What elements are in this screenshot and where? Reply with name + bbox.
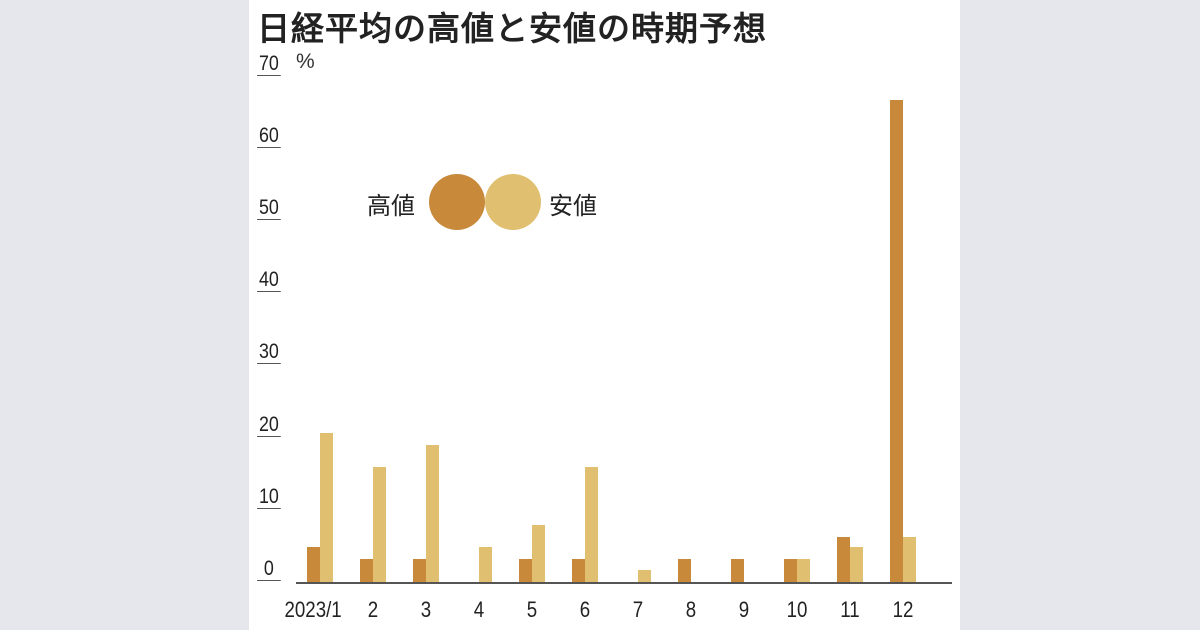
y-tick-label: 60 bbox=[257, 123, 281, 148]
bar-high bbox=[837, 536, 850, 582]
x-tick-label: 2 bbox=[367, 597, 379, 622]
bar-low bbox=[850, 547, 863, 582]
bar-high bbox=[784, 558, 797, 582]
x-axis-line bbox=[296, 582, 952, 584]
chart-title: 日経平均の高値と安値の時期予想 bbox=[257, 9, 767, 48]
bar-high bbox=[731, 558, 744, 582]
y-tick-label: 20 bbox=[257, 412, 281, 437]
y-tick-label: 0 bbox=[257, 558, 281, 581]
y-tick-label: 50 bbox=[257, 196, 281, 220]
x-tick-label: 3 bbox=[420, 597, 432, 622]
bar-high bbox=[360, 558, 373, 582]
bar-low bbox=[585, 467, 598, 582]
legend-high-swatch bbox=[429, 174, 485, 230]
legend-high-label: 高値 bbox=[367, 192, 415, 220]
x-tick-label: 11 bbox=[840, 597, 860, 622]
x-tick-label: 7 bbox=[632, 597, 644, 622]
y-tick-label: 70 bbox=[257, 51, 281, 76]
bar-low bbox=[373, 467, 386, 582]
bar-high bbox=[519, 558, 532, 582]
x-tick-label: 10 bbox=[786, 597, 808, 622]
bar-high bbox=[890, 100, 903, 582]
bar-low bbox=[320, 433, 333, 582]
bar-low bbox=[479, 547, 492, 582]
y-tick-label: 40 bbox=[257, 268, 281, 293]
bar-high bbox=[307, 547, 320, 582]
y-axis-unit: % bbox=[296, 50, 315, 73]
bar-low bbox=[797, 558, 810, 582]
bar-low bbox=[532, 524, 545, 582]
bar-high bbox=[678, 558, 691, 582]
x-tick-label: 5 bbox=[526, 597, 538, 622]
chart-panel: 日経平均の高値と安値の時期予想 % 0 10 20 30 40 50 60 70 高値 安値 … bbox=[249, 0, 960, 630]
bar-high bbox=[413, 558, 426, 582]
legend-low-swatch bbox=[485, 174, 541, 230]
x-tick-label: 9 bbox=[738, 597, 750, 622]
bar-high bbox=[572, 558, 585, 582]
x-tick-label: 2023/1 bbox=[284, 597, 342, 622]
x-tick-label: 6 bbox=[579, 597, 591, 622]
bar-low bbox=[638, 570, 651, 582]
legend-low-label: 安値 bbox=[549, 192, 597, 220]
x-tick-label: 12 bbox=[892, 597, 914, 622]
bar-low bbox=[903, 536, 916, 582]
y-tick-label: 10 bbox=[257, 484, 281, 509]
y-tick-label: 30 bbox=[257, 340, 281, 365]
x-tick-label: 4 bbox=[473, 597, 485, 622]
bar-low bbox=[426, 444, 439, 582]
x-tick-label: 8 bbox=[685, 597, 697, 622]
